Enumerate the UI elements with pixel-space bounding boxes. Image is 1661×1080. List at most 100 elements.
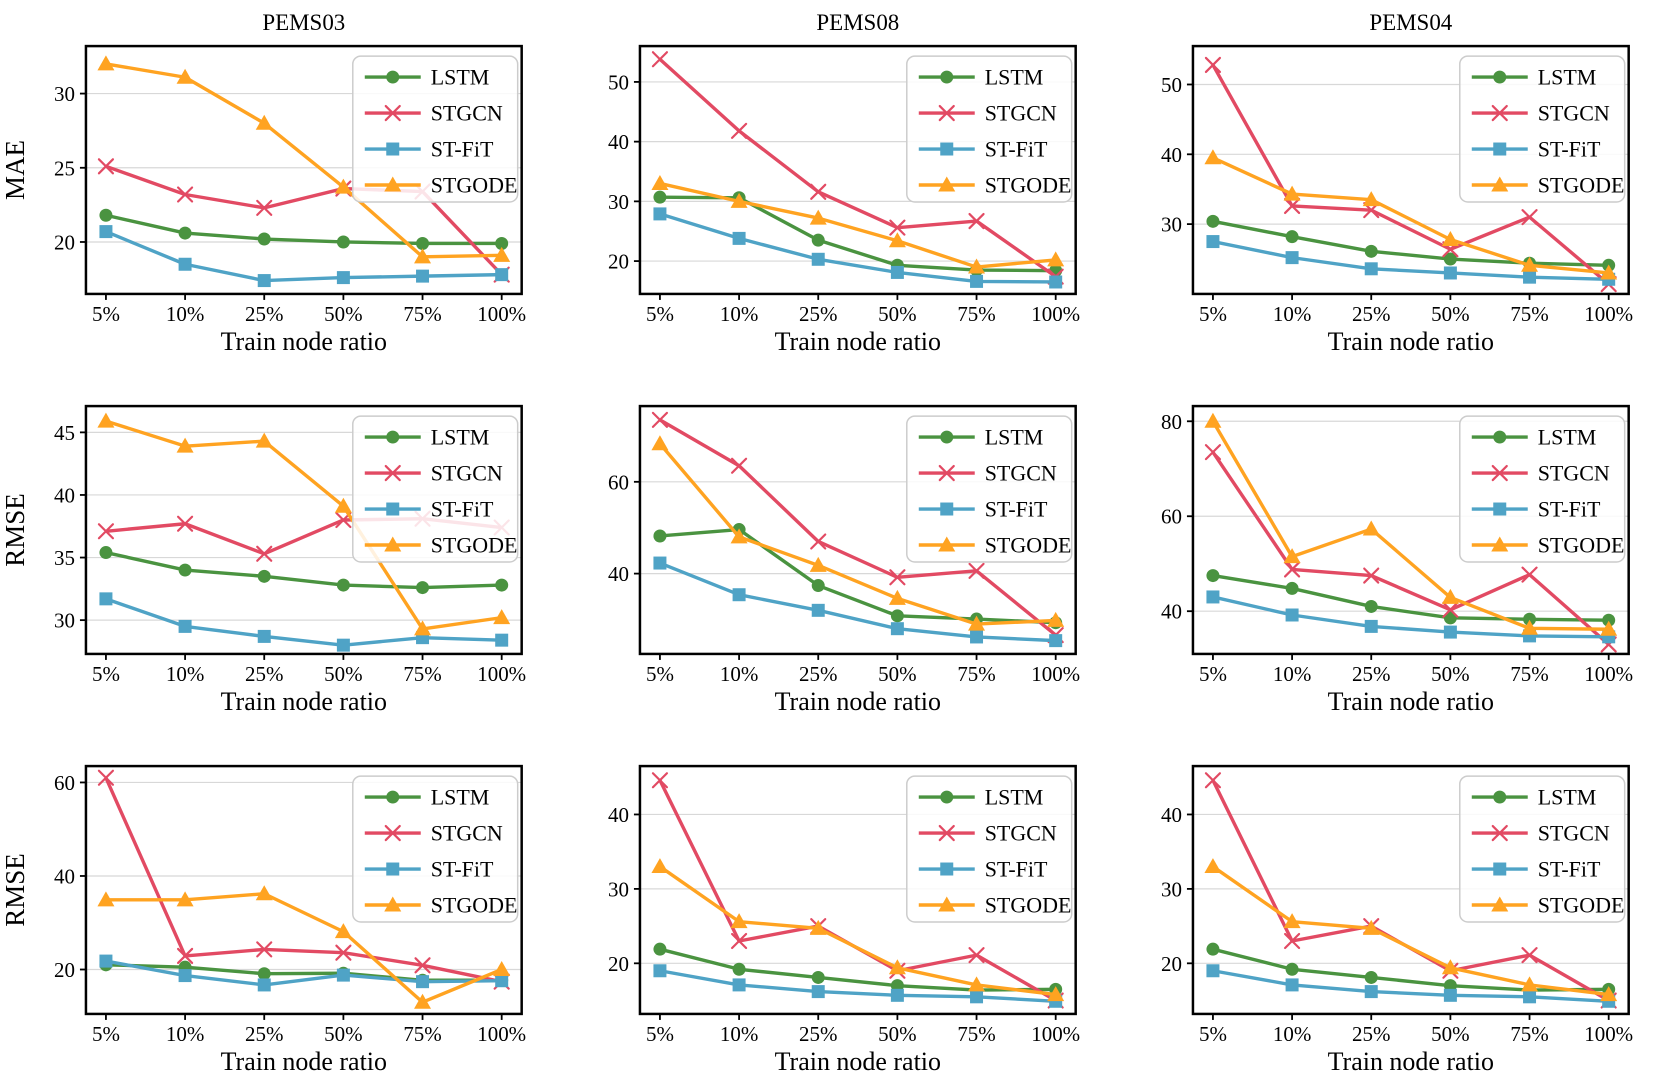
plot-layer: 40 60 5% 10% 25% 50% 75% 100% LSTM STGCN ST-FiT STG… bbox=[608, 404, 1080, 686]
series-line-st-fit bbox=[1212, 595, 1610, 639]
stgode-triangle-marker-icon bbox=[937, 176, 955, 192]
lstm-circle-marker-icon bbox=[1523, 612, 1537, 626]
y-tick-label: 60 bbox=[54, 771, 75, 795]
st-fit-square-marker-icon bbox=[99, 954, 113, 968]
plot-layer: 20 40 60 5% 10% 25% 50% 75% 100% LSTM STGCN ST-FiT S… bbox=[54, 764, 526, 1046]
st-fit-square-marker-icon bbox=[1285, 608, 1299, 622]
stgcn-x-marker-icon bbox=[730, 457, 747, 474]
legend-box bbox=[905, 55, 1073, 203]
legend-label-stgcn: STGCN bbox=[431, 461, 503, 486]
st-fit-square-marker-icon bbox=[1444, 266, 1458, 280]
legend-label-stgcn: STGCN bbox=[431, 101, 503, 126]
chart-pems03-rmse-2: 20 40 60 5% 10% 25% 50% 75% 100% LSTM STGCN ST-FiT S… bbox=[0, 720, 554, 1080]
lstm-circle-marker-icon bbox=[890, 609, 904, 623]
axes-frame bbox=[638, 764, 1077, 1016]
st-fit-square-marker-icon bbox=[1206, 964, 1220, 978]
legend-label-stgode: STGODE bbox=[1538, 892, 1625, 917]
x-tick-label: 5% bbox=[92, 302, 120, 326]
st-fit-square-marker-icon bbox=[1365, 985, 1379, 999]
chart-canvas: 20 40 60 5% 10% 25% 50% 75% 100% LSTM STGCN ST-FiT S… bbox=[0, 764, 526, 1076]
st-fit-square-marker-icon bbox=[99, 592, 113, 606]
st-fit-square-marker-icon bbox=[811, 252, 825, 266]
stgode-triangle-marker-icon bbox=[384, 536, 402, 552]
stgode-triangle-marker-icon bbox=[1491, 896, 1509, 912]
x-axis-label: Train node ratio bbox=[1328, 687, 1494, 716]
stgode-triangle-marker-icon bbox=[1521, 256, 1539, 272]
legend-box bbox=[1459, 415, 1626, 563]
chart-canvas: 20 30 40 50 5% 10% 25% 50% 75% 100% LSTM STGCN ST-Fi… bbox=[608, 10, 1080, 356]
y-tick-label: 40 bbox=[608, 130, 629, 154]
y-tick-label: 40 bbox=[1161, 803, 1182, 827]
stgcn-x-marker-icon bbox=[1284, 197, 1301, 215]
lstm-circle-marker-icon bbox=[99, 208, 113, 222]
x-tick-label: 5% bbox=[1199, 1022, 1227, 1046]
stgode-triangle-marker-icon bbox=[937, 896, 955, 912]
legend-label-st-fit: ST-FiT bbox=[431, 857, 494, 882]
y-tick-label: 20 bbox=[608, 250, 629, 274]
legend-label-st-fit: ST-FiT bbox=[1538, 857, 1601, 882]
lstm-circle-marker-icon bbox=[386, 430, 400, 444]
st-fit-square-marker-icon bbox=[890, 988, 904, 1002]
stgode-triangle-marker-icon bbox=[1442, 959, 1460, 975]
chart-pems08-rmse: 40 60 5% 10% 25% 50% 75% 100% LSTM STGCN ST-FiT STG… bbox=[554, 360, 1108, 720]
series-line-st-fit bbox=[105, 959, 502, 987]
lstm-circle-marker-icon bbox=[495, 578, 509, 592]
st-fit-square-marker-icon bbox=[1365, 619, 1379, 633]
stgode-triangle-marker-icon bbox=[967, 258, 985, 274]
legend-box bbox=[905, 775, 1073, 923]
series-line-lstm bbox=[659, 527, 1056, 625]
x-tick-label: 25% bbox=[1352, 662, 1390, 686]
y-tick-label: 40 bbox=[1161, 143, 1182, 167]
x-tick-label: 75% bbox=[1511, 1022, 1549, 1046]
stgode-triangle-marker-icon bbox=[1204, 149, 1222, 165]
stgcn-x-marker-icon bbox=[1491, 824, 1509, 842]
series-line-st-fit bbox=[105, 230, 502, 283]
lstm-circle-marker-icon bbox=[1285, 230, 1299, 244]
stgcn-x-marker-icon bbox=[176, 947, 194, 965]
stgcn-x-marker-icon bbox=[176, 186, 194, 203]
lstm-circle-marker-icon bbox=[386, 70, 400, 84]
plot-layer: 40 60 80 5% 10% 25% 50% 75% 100% LSTM STGCN ST-FiT S… bbox=[1161, 404, 1633, 686]
chart-canvas: 30 35 40 45 5% 10% 25% 50% 75% 100% LSTM STGCN ST-Fi… bbox=[0, 404, 526, 716]
st-fit-square-marker-icon bbox=[1285, 978, 1299, 992]
x-axis-label: Train node ratio bbox=[774, 1047, 940, 1076]
y-tick-label: 40 bbox=[1161, 600, 1182, 624]
stgode-triangle-marker-icon bbox=[1600, 620, 1618, 636]
x-tick-label: 50% bbox=[1431, 1022, 1469, 1046]
series-line-stgcn bbox=[1211, 451, 1611, 646]
y-axis-label: RMSE bbox=[0, 493, 30, 566]
axes-frame bbox=[1192, 44, 1631, 296]
stgode-triangle-marker-icon bbox=[1442, 588, 1460, 604]
st-fit-square-marker-icon bbox=[1493, 502, 1507, 516]
stgcn-x-marker-icon bbox=[968, 212, 985, 230]
legend-label-stgcn: STGCN bbox=[1538, 101, 1610, 126]
stgcn-x-marker-icon bbox=[1521, 566, 1538, 583]
x-axis-label: Train node ratio bbox=[221, 327, 387, 356]
stgcn-x-marker-icon bbox=[1442, 601, 1459, 618]
x-tick-label: 75% bbox=[403, 1022, 441, 1046]
legend-label-stgode: STGODE bbox=[431, 172, 518, 197]
lstm-circle-marker-icon bbox=[1493, 790, 1507, 804]
stgcn-x-marker-icon bbox=[384, 824, 401, 842]
legend-label-lstm: LSTM bbox=[1538, 425, 1597, 450]
legend-label-stgode: STGODE bbox=[1538, 172, 1625, 197]
series-line-stgcn bbox=[105, 164, 503, 276]
stgcn-x-marker-icon bbox=[938, 824, 955, 842]
st-fit-square-marker-icon bbox=[257, 978, 271, 992]
y-tick-label: 25 bbox=[54, 156, 75, 180]
stgcn-x-marker-icon bbox=[335, 944, 352, 961]
legend-label-st-fit: ST-FiT bbox=[984, 497, 1047, 522]
series-line-stgode bbox=[658, 442, 1056, 626]
lstm-circle-marker-icon bbox=[732, 962, 746, 976]
st-fit-square-marker-icon bbox=[416, 269, 430, 283]
legend-label-stgode: STGODE bbox=[984, 892, 1071, 917]
y-tick-label: 40 bbox=[54, 864, 75, 888]
legend-label-stgode: STGODE bbox=[984, 172, 1071, 197]
legend-label-stgcn: STGCN bbox=[1538, 821, 1610, 846]
stgcn-x-marker-icon bbox=[1491, 464, 1509, 482]
x-tick-label: 100% bbox=[1585, 1022, 1634, 1046]
series-line-stgode bbox=[105, 892, 503, 1004]
y-axis-label: MAE bbox=[0, 140, 30, 200]
st-fit-square-marker-icon bbox=[1285, 251, 1299, 265]
legend-box bbox=[352, 415, 519, 563]
